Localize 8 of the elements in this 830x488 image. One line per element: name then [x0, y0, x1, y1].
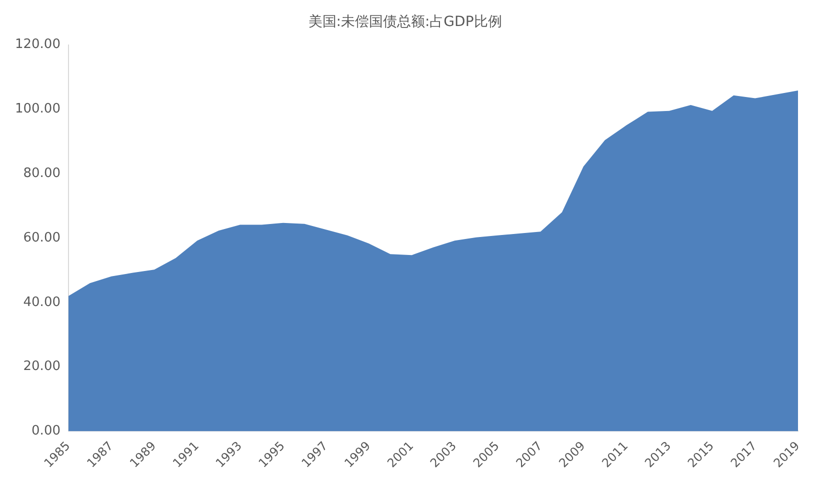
y-tick-label: 20.00: [23, 359, 60, 374]
y-tick-label: 100.00: [14, 102, 60, 117]
y-tick-label: 60.00: [23, 230, 60, 246]
chart-title: 美国:未偿国债总额:占GDP比例: [308, 14, 502, 30]
y-tick-label: 80.00: [23, 166, 60, 181]
y-tick-label: 40.00: [23, 294, 60, 310]
y-tick-label: 120.00: [14, 37, 60, 52]
y-tick-label: 0.00: [32, 424, 60, 439]
